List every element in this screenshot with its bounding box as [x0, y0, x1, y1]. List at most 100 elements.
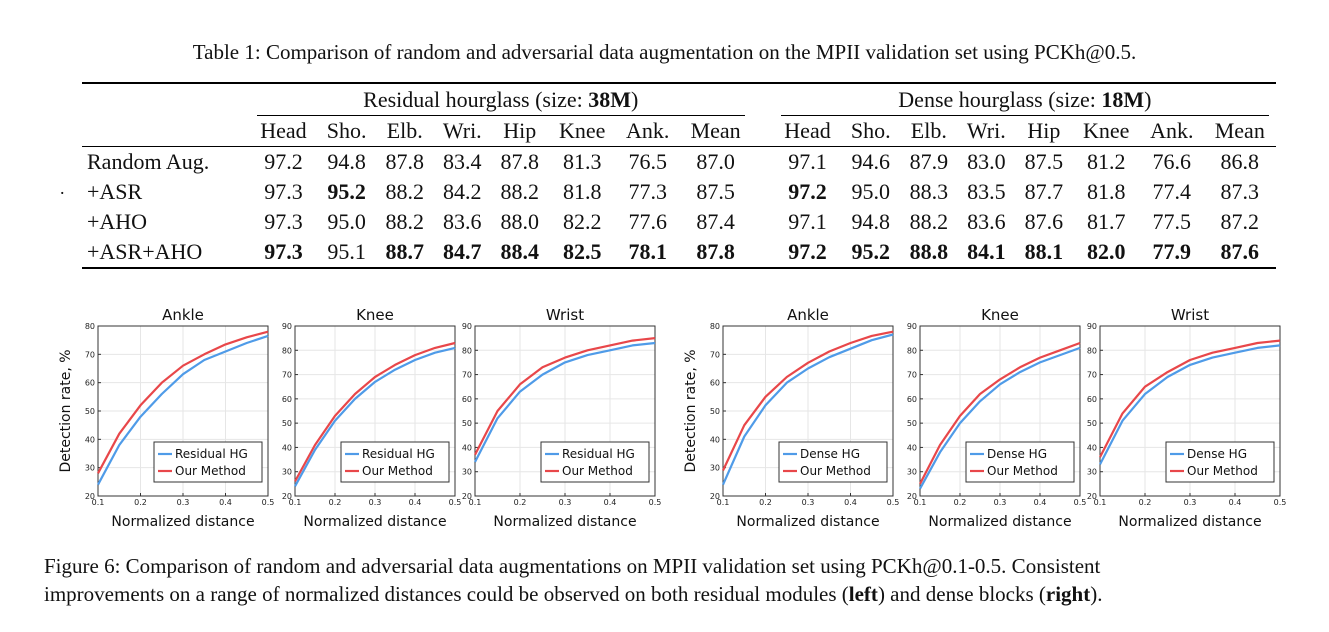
table-cell: 87.4 [696, 209, 735, 234]
table-cell: 81.2 [1086, 149, 1126, 174]
y-tick-label: 20 [462, 492, 472, 501]
column-header: Hip [1015, 116, 1073, 147]
column-gap [752, 177, 774, 207]
column-header: Head [249, 116, 318, 147]
x-axis-label: Normalized distance [303, 514, 446, 530]
table-cell: 83.5 [967, 179, 1006, 204]
x-tick-label: 0.3 [177, 498, 190, 507]
table-cell: 76.5 [628, 149, 667, 174]
y-tick-label: 80 [1087, 346, 1097, 355]
table-cell: 97.1 [788, 209, 827, 234]
y-tick-label: 60 [710, 379, 720, 388]
y-tick-label: 40 [710, 435, 720, 444]
legend-box [153, 441, 263, 483]
x-tick-label: 0.3 [994, 498, 1007, 507]
legend-label: Our Method [1187, 464, 1258, 478]
x-tick-label: 0.4 [844, 498, 857, 507]
y-tick-label: 20 [85, 492, 95, 501]
series-line-our-method [722, 330, 894, 471]
table-cell: 95.0 [851, 179, 890, 204]
column-header: Ank. [1139, 116, 1204, 147]
chart-dense-wrist: 20 30 40 50 60 70 80 90 0.1 0.2 0.3 0.4 0.5 Wrist Norm… [1086, 302, 1287, 533]
x-tick-label: 0.4 [1034, 498, 1047, 507]
table-cell: 97.3 [249, 237, 318, 269]
series-line-our-method [1099, 339, 1281, 458]
column-gap [752, 207, 774, 237]
legend-label: Our Method [562, 464, 633, 478]
y-tick-label: 70 [85, 350, 95, 359]
chart-svg: 20 30 40 50 60 70 80 90 0.1 0.2 0.3 0.4 0.5 Knee Norma… [907, 306, 1087, 530]
x-axis-label: Normalized distance [736, 514, 879, 530]
table-cell: 87.6 [1024, 209, 1064, 234]
y-tick-label: 60 [85, 379, 95, 388]
series-line-baseline [474, 341, 656, 463]
table-cell: 88.0 [500, 209, 540, 234]
series-line-baseline [919, 346, 1081, 490]
table-cell: 77.9 [1139, 237, 1204, 269]
row-label: +ASR+AHO [82, 237, 250, 269]
y-tick-label: 60 [282, 395, 292, 404]
y-tick-label: 60 [1087, 395, 1097, 404]
legend: Dense HG Our Method [1165, 441, 1275, 483]
table-cell: 95.1 [317, 237, 377, 269]
table-cell: 76.6 [1152, 149, 1192, 174]
column-header: Mean [679, 116, 752, 147]
x-tick-label: 0.1 [92, 498, 105, 507]
y-tick-label: 30 [907, 468, 917, 477]
column-header: Elb. [900, 116, 958, 147]
chart-dense-knee: 20 30 40 50 60 70 80 90 0.1 0.2 0.3 0.4 0.5 Knee Norma… [898, 302, 1087, 533]
x-tick-label: 0.1 [1094, 498, 1107, 507]
chart-svg: 20 30 40 50 60 70 80 0.1 0.2 0.3 0.4 0.5 Ankle Normal… [58, 306, 275, 530]
x-tick-label: 0.3 [1184, 498, 1197, 507]
column-header: Ank. [615, 116, 680, 147]
table-cell: 87.9 [909, 149, 949, 174]
table-cell: 81.8 [1086, 179, 1126, 204]
x-tick-label: 0.4 [604, 498, 617, 507]
table-cell: 97.2 [264, 149, 303, 174]
table-cell: 87.8 [385, 149, 425, 174]
table-cell: 86.8 [1220, 149, 1260, 174]
results-table: Residual hourglass (size: 38M) Dense hou… [82, 82, 1276, 269]
group-header-dense: Dense hourglass (size: 18M) [773, 82, 1276, 116]
legend: Residual HG Our Method [540, 441, 650, 483]
x-tick-label: 0.4 [409, 498, 422, 507]
y-axis-label: Detection rate, % [58, 349, 74, 472]
y-tick-label: 90 [1087, 322, 1097, 331]
table-cell: 77.4 [1152, 179, 1192, 204]
table-cell: 82.0 [1072, 237, 1140, 269]
table-cell: 87.7 [1024, 179, 1064, 204]
table-cell: 87.2 [1220, 209, 1260, 234]
series-line-our-method [919, 341, 1081, 485]
column-gap [752, 147, 774, 178]
table-cell: 88.3 [909, 179, 949, 204]
table-cell: 88.2 [500, 179, 540, 204]
stray-mark: . [60, 178, 65, 198]
chart-svg: 20 30 40 50 60 70 80 0.1 0.2 0.3 0.4 0.5 Ankle Normal… [683, 306, 899, 530]
table-cell: 88.2 [909, 209, 949, 234]
row-label: +AHO [87, 209, 148, 234]
table-cell: 97.1 [788, 149, 827, 174]
table-cell: 77.6 [628, 209, 667, 234]
table-cell: 97.3 [264, 209, 303, 234]
table-cell: 87.5 [696, 179, 735, 204]
y-tick-label: 50 [907, 419, 917, 428]
y-tick-label: 40 [1087, 443, 1097, 452]
table-cell: 97.3 [264, 179, 303, 204]
legend-label: Our Method [362, 464, 433, 478]
legend-box [778, 441, 888, 483]
table-cell: 88.2 [385, 209, 425, 234]
y-tick-label: 80 [85, 322, 95, 331]
group-header-residual: Residual hourglass (size: 38M) [249, 82, 752, 116]
table-cell: 94.6 [851, 149, 890, 174]
column-header: Elb. [376, 116, 434, 147]
y-tick-label: 90 [462, 322, 472, 331]
table-cell: 81.3 [562, 149, 602, 174]
x-tick-label: 0.2 [954, 498, 967, 507]
table-cell: 81.8 [562, 179, 602, 204]
x-tick-label: 0.5 [1074, 498, 1087, 507]
table-cell: 97.2 [773, 237, 842, 269]
legend: Dense HG Our Method [965, 441, 1075, 483]
table-row: Random Aug. 97.2 94.8 87.8 83.4 87.8 81.3 76.5 8… [82, 147, 1276, 178]
x-tick-label: 0.5 [262, 498, 275, 507]
table-cell: 88.2 [385, 179, 425, 204]
